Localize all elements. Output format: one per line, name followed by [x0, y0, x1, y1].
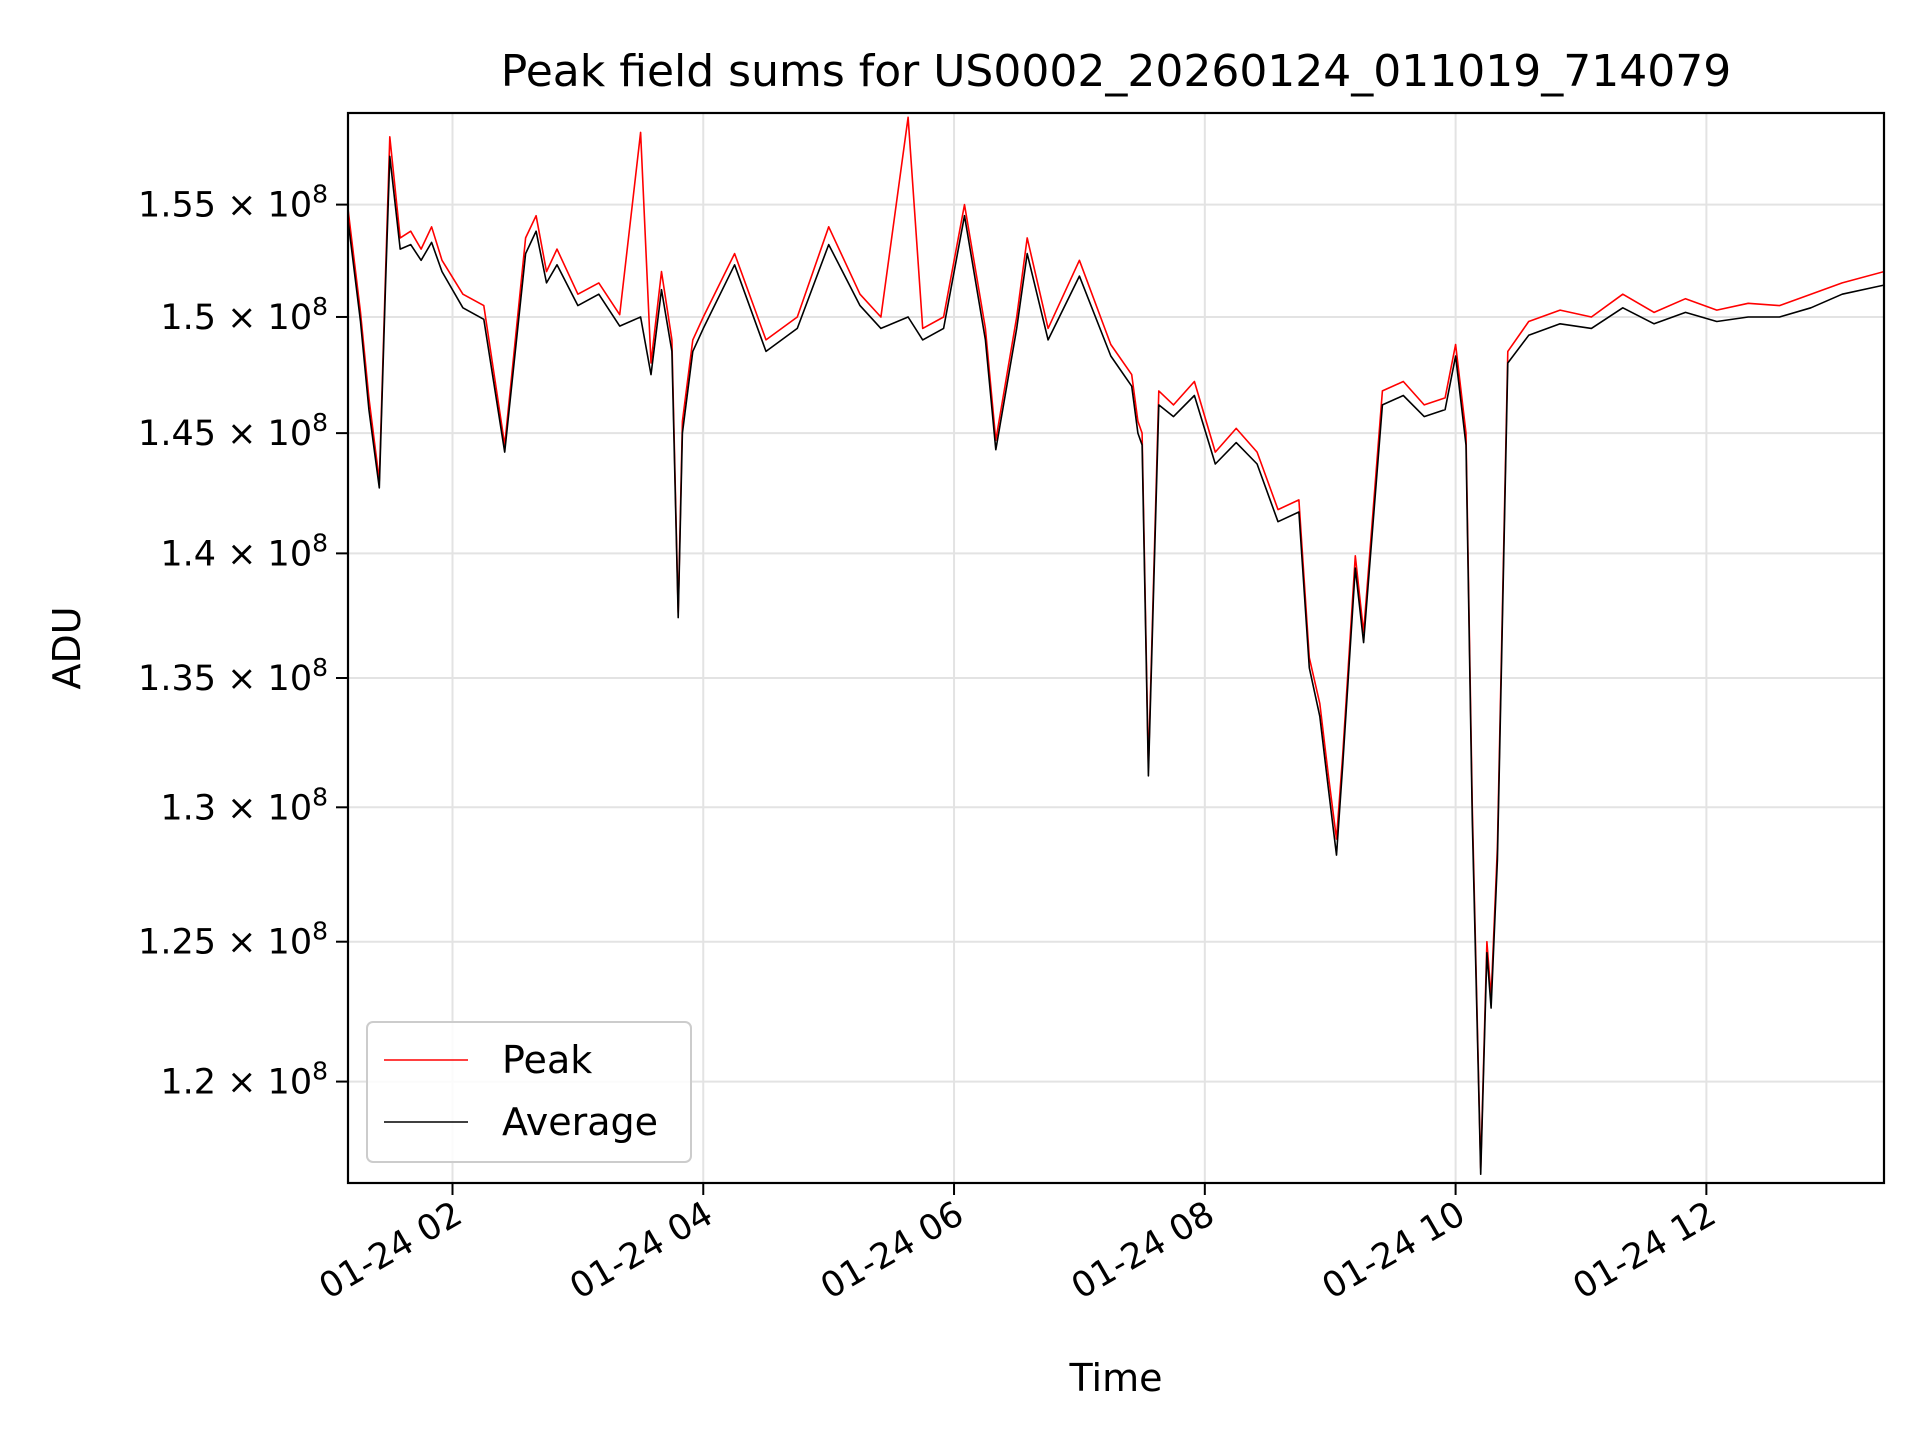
y-axis-label: ADU — [45, 606, 89, 689]
y-tick-label: 1.55 × 108 — [138, 180, 328, 226]
legend-box — [366, 1021, 692, 1163]
series-layer — [348, 116, 1884, 1175]
chart-title: Peak field sums for US0002_20260124_0110… — [501, 46, 1731, 97]
y-tick-label: 1.3 × 108 — [160, 782, 328, 828]
legend-label-peak: Peak — [502, 1038, 592, 1082]
y-tick-label: 1.25 × 108 — [138, 917, 328, 963]
legend: Peak Average — [366, 1021, 692, 1163]
y-tick-label: 1.2 × 108 — [160, 1057, 328, 1103]
x-axis-label: Time — [1069, 1356, 1163, 1400]
y-tick-label: 1.4 × 108 — [160, 528, 328, 574]
plot-frame — [346, 111, 1886, 1185]
y-axis-ticks: 1.2 × 108 1.25 × 108 1.3 × 108 1.35 × 108 1.… — [138, 180, 348, 1103]
legend-label-average: Average — [502, 1100, 658, 1144]
y-tick-label: 1.5 × 108 — [160, 292, 328, 338]
y-tick-label: 1.35 × 108 — [138, 653, 328, 699]
series-line-peak — [348, 116, 1884, 1170]
y-tick-label: 1.45 × 108 — [138, 408, 328, 454]
grid-lines — [348, 113, 1884, 1183]
series-line-average — [348, 155, 1884, 1175]
